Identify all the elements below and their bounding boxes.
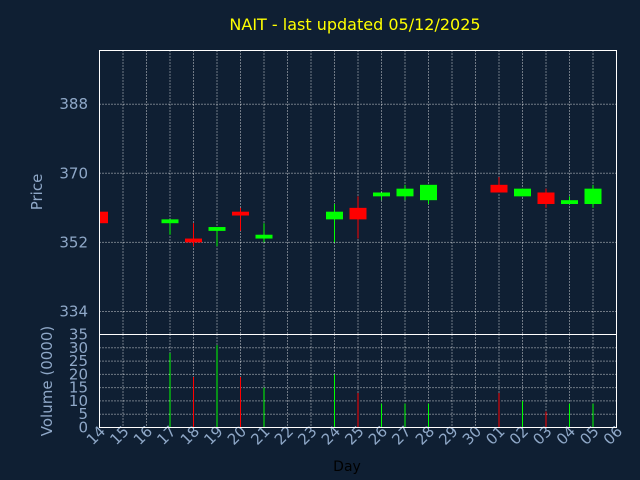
x-tick-label: 25 [341,422,367,448]
mark-layer [99,177,602,428]
x-tick-label: 21 [247,422,273,448]
candle-body [99,211,108,224]
x-tick-label: 28 [412,422,438,448]
volume-tick-label: 30 [69,339,88,357]
price-tick-label: 370 [59,164,88,182]
candle-body [208,227,226,231]
x-axis-label: Day [333,459,361,475]
candle-body [373,192,390,197]
candle-body [561,200,578,205]
candle-body [514,188,531,197]
volume-tick-label: 35 [69,326,88,344]
tick-layer: 3343523703880510152025303514151617181920… [59,95,626,448]
x-tick-label: 29 [435,422,461,448]
price-axis-label: Price [28,174,46,211]
x-tick-label: 15 [106,422,132,448]
x-tick-label: 02 [506,422,532,448]
x-tick-label: 18 [177,422,203,448]
x-tick-label: 01 [482,422,508,448]
x-tick-label: 23 [294,422,320,448]
candle-body [185,238,202,243]
candle-body [161,219,179,224]
price-tick-label: 388 [59,95,88,113]
x-tick-label: 04 [553,422,579,448]
x-tick-label: 20 [224,422,250,448]
volume-panel-frame [99,334,617,428]
volume-tick-label: 25 [69,352,88,370]
x-tick-label: 06 [600,422,626,448]
volume-tick-label: 15 [69,379,88,397]
x-tick-label: 17 [153,422,179,448]
volume-tick-label: 10 [69,392,88,410]
x-tick-label: 16 [130,422,156,448]
volume-tick-label: 5 [78,405,88,423]
candle-body [490,184,508,193]
x-tick-label: 19 [200,422,226,448]
price-tick-label: 334 [59,302,88,320]
volume-axis-label: Volume (0000) [38,326,56,436]
chart-title: NAIT - last updated 05/12/2025 [229,15,480,34]
candle-body [537,192,555,205]
x-tick-label: 30 [459,422,485,448]
x-tick-label: 24 [318,422,344,448]
x-tick-label: 03 [529,422,555,448]
candle-body [420,184,437,201]
candle-body [584,188,602,205]
volume-tick-label: 20 [69,365,88,383]
candle-body [232,211,249,216]
x-tick-label: 26 [365,422,391,448]
candle-body [396,188,414,197]
grid-layer [99,50,617,428]
volume-tick-label: 0 [78,419,88,437]
candle-body [349,207,367,220]
x-tick-label: 27 [388,422,414,448]
candle-body [255,234,273,239]
price-tick-label: 352 [59,233,88,251]
x-tick-label: 05 [576,422,602,448]
candle-body [326,211,343,220]
x-tick-label: 22 [271,422,297,448]
